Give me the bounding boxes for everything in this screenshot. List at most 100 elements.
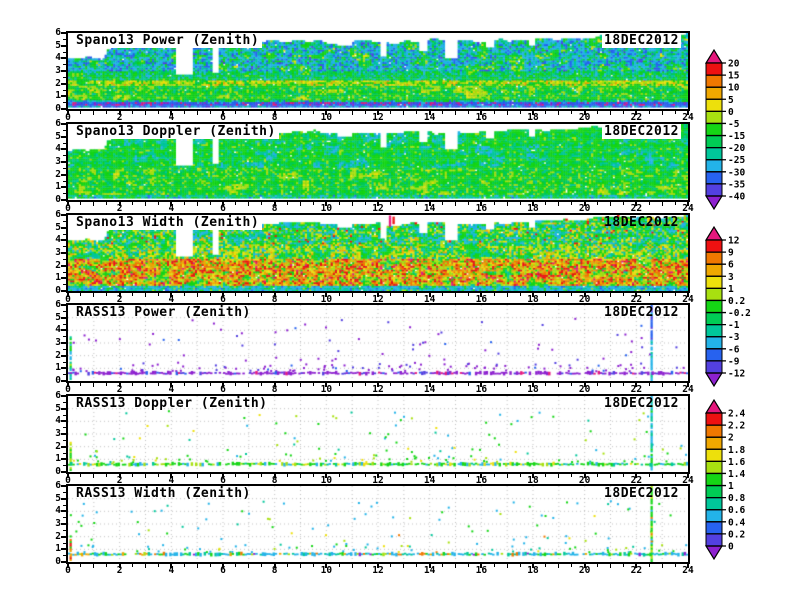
x-axis-tick [287,474,289,477]
x-axis-tick [157,111,159,114]
y-tick-label: 0 [55,285,61,296]
x-axis-tick [467,202,469,205]
y-tick-label: 2 [55,530,61,542]
colorbar-tick-label: 10 [728,83,740,94]
y-tick-label: 6 [55,299,61,310]
x-axis-tick [506,202,508,206]
x-axis-tick [273,564,276,568]
x-axis-tick [312,293,314,296]
x-tick-label: 22 [630,475,643,486]
x-axis-tick [364,293,366,296]
x-axis-tick [106,202,108,205]
y-axis-tick [63,155,66,157]
x-axis-tick [493,474,495,477]
x-axis-tick [661,293,663,297]
x-tick-label: 14 [423,384,436,395]
colorbar-svg: 2.42.221.81.61.410.80.60.40.2 0 [704,398,745,561]
x-axis-tick [300,202,301,206]
y-axis-tick [63,504,66,506]
x-axis-tick [300,564,301,568]
y-axis-tick [61,407,66,410]
x-axis-tick [506,474,508,478]
y-axis-tick [61,277,66,280]
colorbar-tick-label: -12 [728,369,745,380]
x-axis-tick [519,111,521,114]
y-axis-tick [63,336,66,338]
x-tick-label: 24 [682,475,694,486]
y-tick-label: 1 [55,90,61,102]
x-axis-tick [416,474,418,477]
x-axis-tick [583,293,586,297]
colorbar-tick-label: 0 [728,542,734,553]
x-tick-label: 0 [65,384,71,395]
y-tick-label: 3 [55,65,61,76]
x-axis-tick [610,474,611,478]
x-tick-label: 20 [578,475,591,486]
heatmap-canvas [68,486,688,562]
x-axis-tick [273,474,276,478]
x-axis-tick [325,564,328,568]
y-axis-tick [63,180,66,182]
colorbar-tick-label: 2.4 [728,409,745,420]
x-axis-tick [610,383,611,387]
x-axis-tick [377,202,379,206]
panel-title: Spano13 Width (Zenith) [73,215,263,230]
colorbar-tick-label: 2.2 [728,421,745,432]
x-tick-label: 2 [116,203,123,214]
colorbar-tick-label: 0 [728,107,734,118]
x-axis-tick [428,293,431,297]
x-axis-tick [183,564,185,567]
panel-title: RASS13 Doppler (Zenith) [76,396,268,411]
x-axis-tick [364,383,366,386]
colorbar-tick-label: 1.4 [728,469,745,480]
y-axis-tick [63,246,66,248]
x-axis-tick [157,474,159,477]
x-tick-label: 4 [168,565,175,576]
x-axis-tick [287,202,289,205]
panel-date: 18DEC2012 [604,305,679,320]
y-axis-tick [63,361,66,363]
x-axis-tick [106,564,108,567]
x-axis-tick [532,202,534,206]
x-axis-tick [661,202,663,206]
x-tick-label: 20 [578,565,591,576]
x-tick-label: 12 [372,475,384,486]
panel-title: RASS13 Width (Zenith) [76,486,251,501]
colorbar-width-scale: 2.4 2.2 2 1.8 1.6 1.4 1 0.8 0.6 0.4 0.2 0 [702,397,764,567]
x-axis-tick [519,383,521,386]
x-axis-tick [545,564,547,567]
x-axis-tick [351,293,353,297]
y-tick-label: 5 [55,130,61,142]
x-axis-tick [67,474,69,478]
y-axis-tick [61,354,66,357]
x-axis-tick [118,474,121,478]
x-axis-tick [545,202,547,205]
x-axis-tick [67,111,69,115]
x-axis-tick [93,564,95,568]
x-tick-label: 0 [65,475,71,486]
panel-date: 18DEC2012 [602,124,681,139]
y-axis-tick [61,148,66,151]
x-tick-label: 14 [423,565,436,576]
y-axis-tick [63,89,66,91]
y-axis-tick [63,193,66,195]
colorbar-tick-label: 3 [728,272,734,283]
x-axis-tick [132,111,134,114]
x-axis-tick [480,564,483,568]
x-axis-tick [157,293,159,296]
panel-title: Spano13 Power (Zenith) [73,33,263,48]
y-axis-tick [61,342,66,344]
y-axis-tick [61,214,66,216]
x-axis-tick [661,383,663,387]
x-tick-label: 24 [682,565,694,576]
y-axis-tick [63,529,66,531]
x-axis-tick [428,564,431,568]
x-axis-tick [597,383,599,386]
x-axis-tick [325,293,328,297]
x-axis-tick [455,564,456,568]
x-axis-tick [93,111,95,115]
colorbar-tick-label: 0.2 [728,529,745,540]
